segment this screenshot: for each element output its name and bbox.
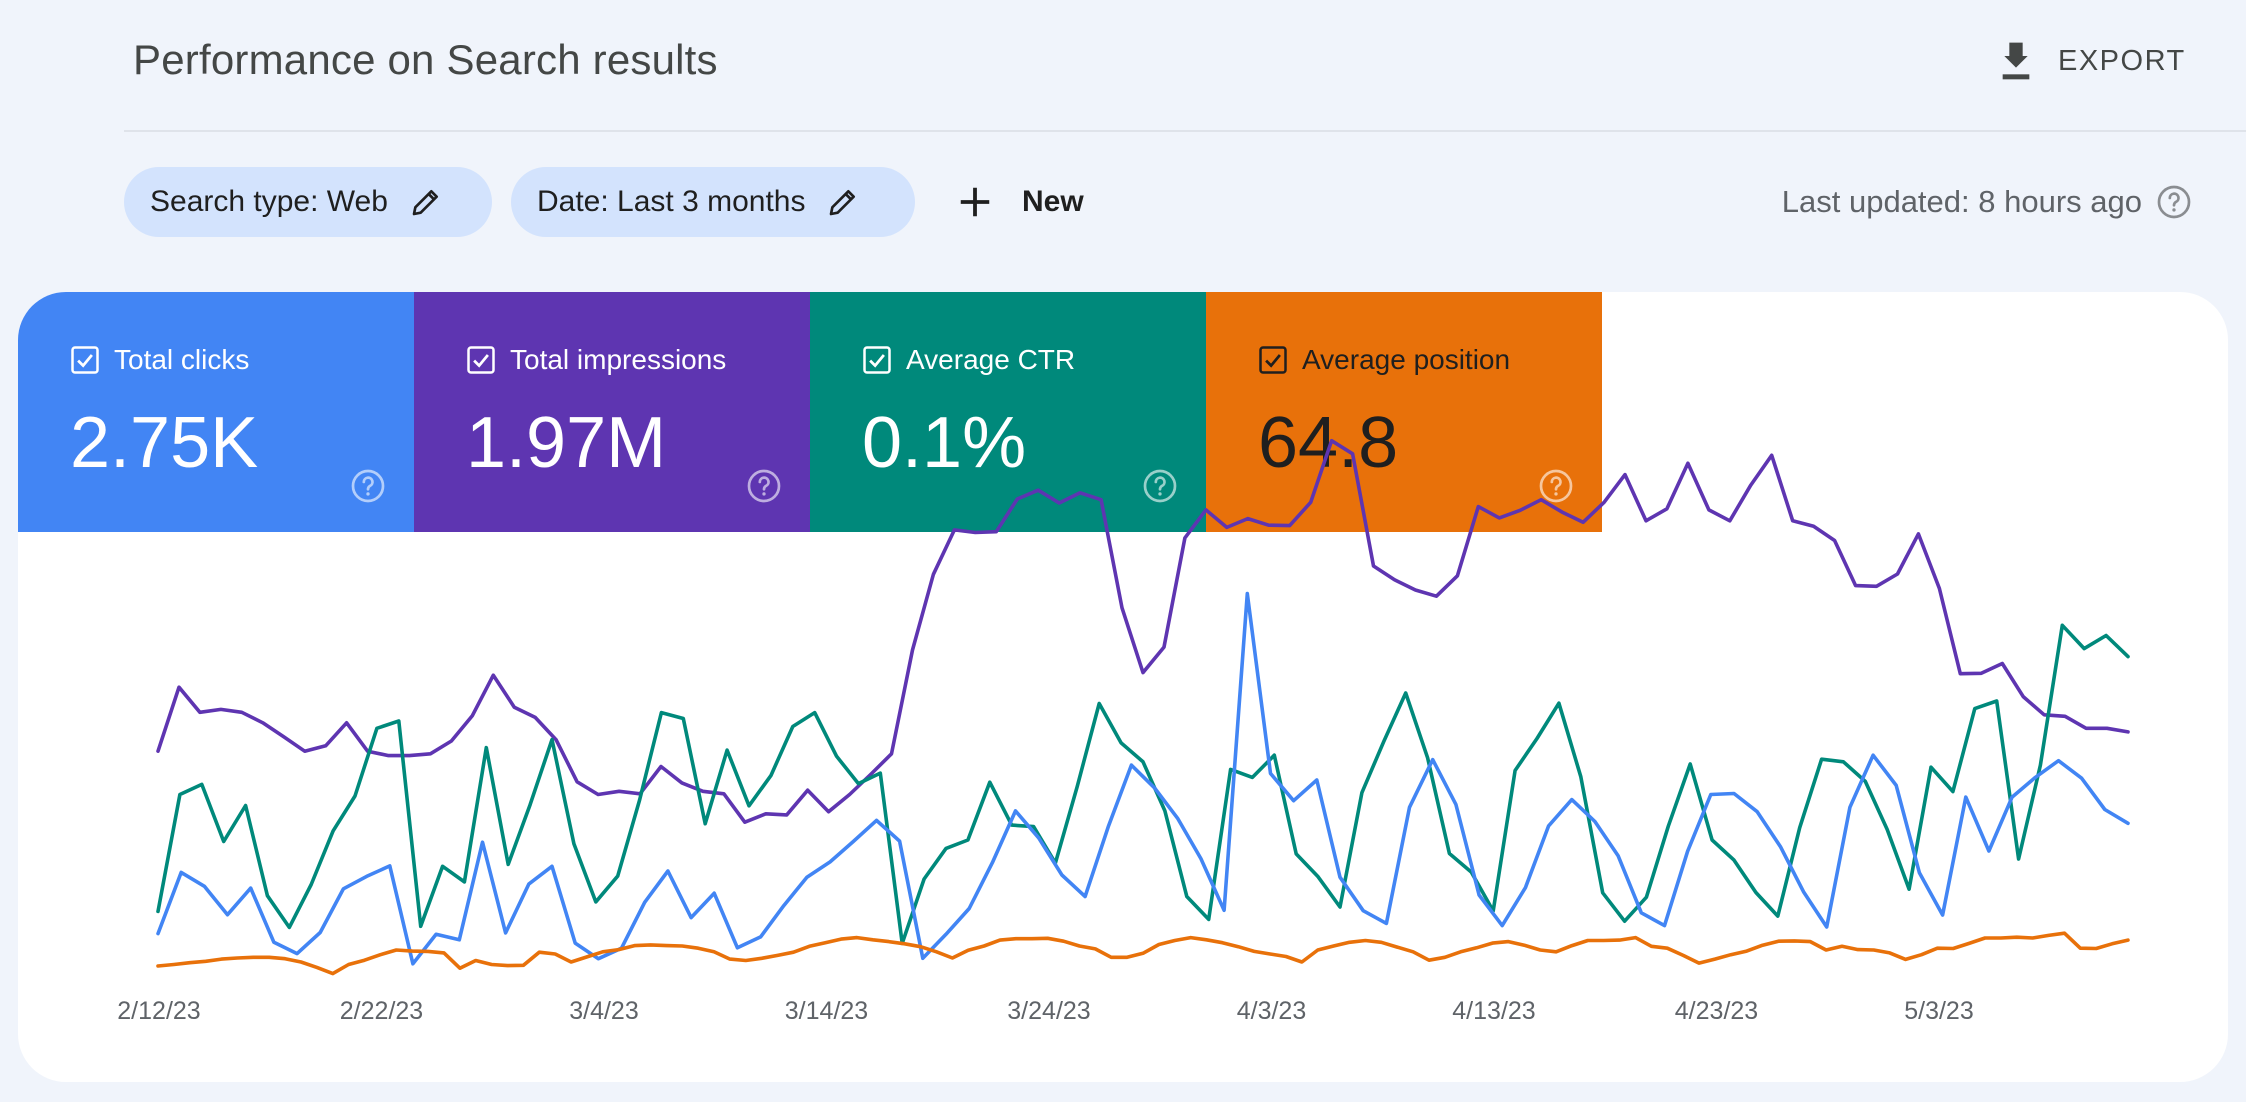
metric-label: Total clicks [114,344,250,375]
metric-value: 2.75K [70,403,259,483]
question-circle-icon[interactable] [1142,468,1178,504]
x-tick-label: 4/23/23 [1675,997,1758,1025]
x-tick-label: 3/4/23 [569,997,639,1025]
series-line-impressions [156,438,2130,825]
question-circle-icon[interactable] [2156,184,2192,220]
checkbox-checked-icon[interactable] [1258,345,1288,375]
performance-chart: 2/12/23 2/22/23 3/4/23 3/14/23 3/24/23 4/3/23… [117,438,2130,1025]
search-type-label: Search type: Web [150,185,388,218]
date-label: Date: Last 3 months [537,185,806,218]
new-filter-label: New [1022,185,1084,218]
header-divider [124,130,2246,132]
metric-value: 0.1% [862,403,1027,483]
metric-average-position[interactable]: Average position 64.8 [1206,292,1602,532]
x-tick-label: 5/3/23 [1904,997,1974,1025]
checkbox-checked-icon[interactable] [862,345,892,375]
metric-tiles: Total clicks 2.75K Total impressions 1.9… [18,292,1602,532]
export-button[interactable]: EXPORT [1996,34,2186,88]
metric-average-ctr[interactable]: Average CTR 0.1% [810,292,1206,532]
page-title: Performance on Search results [133,36,718,83]
x-tick-label: 3/24/23 [1007,997,1090,1025]
metric-label: Average position [1302,344,1511,375]
metric-value: 1.97M [466,403,667,483]
export-label: EXPORT [2058,44,2186,77]
checkbox-checked-icon[interactable] [466,345,496,375]
last-updated-text: Last updated: 8 hours ago [1781,184,2142,219]
metric-total-impressions[interactable]: Total impressions 1.97M [414,292,810,532]
metric-total-clicks[interactable]: Total clicks 2.75K [18,292,414,532]
x-tick-label: 3/14/23 [785,997,868,1025]
last-updated: Last updated: 8 hours ago [1782,178,2192,226]
checkbox-checked-icon[interactable] [70,345,100,375]
question-circle-icon[interactable] [350,468,386,504]
metric-value: 64.8 [1258,403,1399,483]
pencil-icon[interactable] [410,186,442,218]
series-line-ctr [156,623,2130,946]
x-tick-label: 2/22/23 [340,997,423,1025]
performance-card: Total clicks 2.75K Total impressions 1.9… [18,292,2228,1082]
question-circle-icon[interactable] [746,468,782,504]
question-circle-icon[interactable] [1538,468,1574,504]
plus-icon [960,187,990,217]
metric-label: Total impressions [510,344,727,375]
metric-label: Average CTR [906,344,1076,375]
search-type-filter-chip[interactable]: Search type: Web [124,167,492,237]
x-tick-label: 4/13/23 [1452,997,1535,1025]
download-icon [2002,42,2030,80]
series-line-position [156,931,2130,976]
date-filter-chip[interactable]: Date: Last 3 months [511,167,915,237]
new-filter-button[interactable]: New [956,172,1084,232]
x-tick-label: 2/12/23 [117,997,200,1025]
series-line-clicks [156,591,2130,966]
x-tick-label: 4/3/23 [1237,997,1307,1025]
pencil-icon[interactable] [827,186,859,218]
